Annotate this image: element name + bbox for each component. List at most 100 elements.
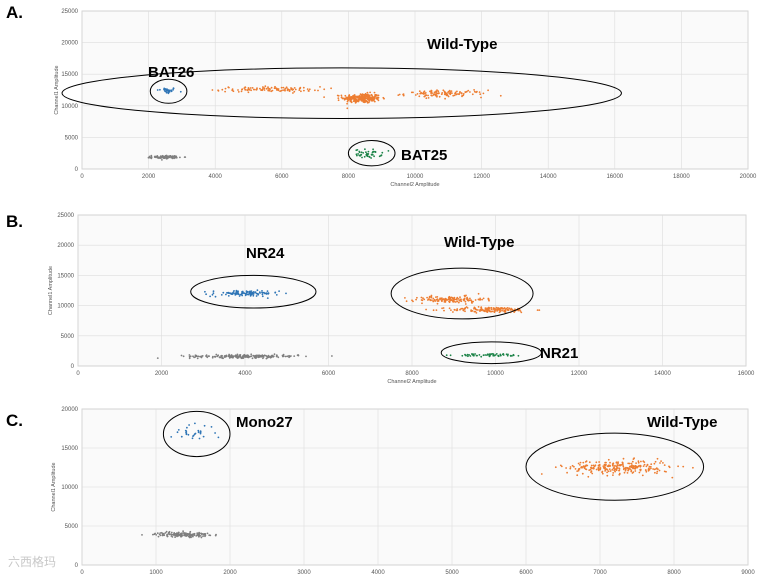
droplet-point [628,462,631,465]
droplet-point [460,307,463,310]
droplet-point [253,356,256,358]
droplet-point [196,355,199,358]
droplet-point [419,92,422,95]
droplet-point [251,87,254,89]
droplet-point [220,294,223,296]
droplet-point [238,354,241,357]
droplet-point [186,426,188,429]
droplet-point [366,101,369,104]
droplet-point [631,460,634,463]
droplet-point [167,532,170,535]
droplet-point [252,294,255,297]
chart-panel-b: B. 0 2000 4000 6000 8000 10000 12000 14000 16000 0… [6,212,755,385]
droplet-point [376,96,379,99]
droplet-point [477,306,480,308]
droplet-point [247,87,250,89]
annotation-label: Wild-Type [427,36,497,53]
droplet-point [423,95,426,98]
droplet-point [166,534,168,537]
droplet-point [269,88,271,90]
droplet-point [354,101,357,103]
droplet-point [238,295,241,297]
droplet-point [480,309,483,312]
droplet-point [466,353,469,356]
droplet-point [422,297,424,300]
droplet-point [223,355,226,358]
droplet-point [609,461,611,464]
droplet-point [460,300,463,303]
annotation-ellipse [190,274,317,309]
droplet-point [416,93,419,95]
droplet-point [435,296,437,298]
annotation-ellipse [525,432,705,501]
droplet-point [442,307,445,309]
droplet-point [206,532,209,535]
droplet-point [612,474,614,476]
droplet-point [154,532,157,535]
droplet-point [214,432,217,434]
droplet-point [660,460,662,462]
droplet-point [471,302,473,304]
droplet-point [449,93,452,96]
droplet-point [241,290,244,293]
droplet-point [499,308,502,311]
droplet-point [404,297,406,299]
droplet-point [630,462,633,465]
droplet-point [177,531,180,534]
droplet-point [368,156,371,158]
droplet-point [359,155,361,157]
droplet-point [331,355,333,357]
droplet-point [361,156,363,159]
droplet-point [502,353,505,355]
droplet-point [569,467,572,470]
droplet-point [476,90,478,93]
droplet-point [436,95,438,98]
droplet-point [473,307,475,310]
droplet-point [645,470,648,473]
droplet-point [456,298,458,301]
droplet-point [644,469,647,471]
droplet-point [513,311,516,313]
droplet-point [285,86,288,89]
droplet-point [487,308,490,311]
droplet-point [540,473,543,475]
droplet-point [643,463,646,466]
droplet-point [167,90,170,93]
droplet-point [577,462,580,465]
droplet-point [435,309,438,311]
droplet-point [462,93,465,95]
droplet-point [433,300,435,302]
droplet-point [257,293,260,296]
droplet-point [197,429,200,432]
x-tick-label: 10000 [487,371,504,377]
droplet-point [208,534,211,537]
droplet-point [517,354,520,357]
droplet-point [357,96,360,99]
droplet-point [650,467,652,470]
y-tick-label: 25000 [61,9,78,15]
droplet-point [518,308,521,311]
droplet-point [652,468,654,470]
droplet-point [357,100,360,103]
droplet-point [165,154,168,157]
x-tick-label: 1000 [149,570,163,576]
droplet-point [490,353,493,355]
droplet-point [240,293,243,296]
droplet-point [184,532,187,535]
droplet-point [202,435,205,438]
droplet-point [501,307,503,309]
x-tick-label: 12000 [571,371,588,377]
droplet-point [188,357,191,360]
droplet-point [464,295,466,298]
droplet-point [437,299,439,302]
cluster-negative [156,353,333,360]
droplet-point [250,355,253,358]
droplet-point [361,99,364,102]
droplet-point [290,355,292,357]
cluster-nr24 [204,289,287,299]
droplet-point [650,463,653,466]
droplet-point [618,469,621,472]
droplet-point [198,437,201,440]
droplet-point [319,86,321,88]
droplet-point [431,299,433,302]
